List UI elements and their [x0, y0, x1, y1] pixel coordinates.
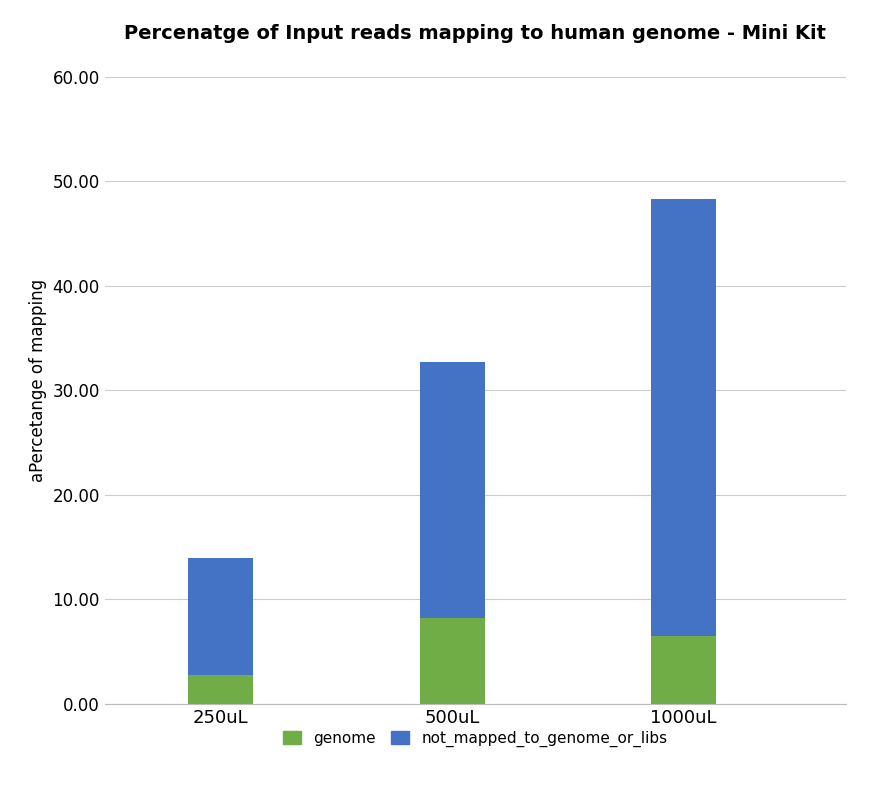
Bar [651, 636, 716, 704]
Bar [419, 362, 485, 618]
Title: Percenatge of Input reads mapping to human genome - Mini Kit: Percenatge of Input reads mapping to hum… [124, 24, 827, 43]
Bar [188, 558, 253, 674]
Legend: genome, not_mapped_to_genome_or_libs: genome, not_mapped_to_genome_or_libs [275, 723, 676, 754]
Y-axis label: aPercetange of mapping: aPercetange of mapping [29, 278, 47, 482]
Bar [419, 618, 485, 704]
Bar [188, 674, 253, 704]
Bar [651, 199, 716, 636]
